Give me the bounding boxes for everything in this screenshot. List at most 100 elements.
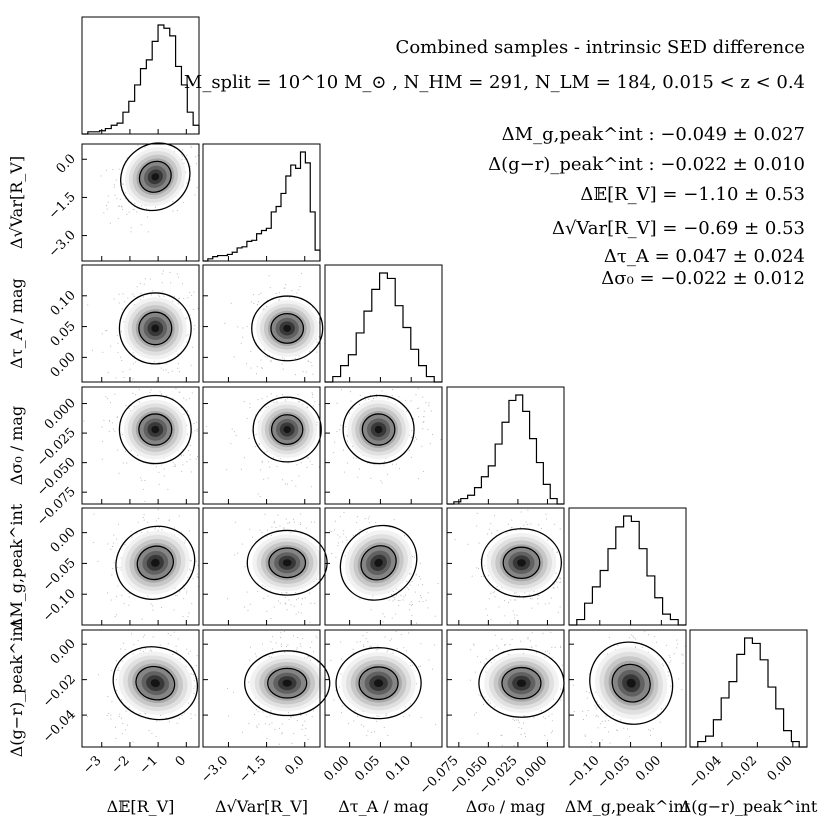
- scatter-point: [181, 159, 183, 161]
- scatter-point: [428, 405, 430, 407]
- scatter-point: [400, 633, 402, 635]
- scatter-point: [423, 416, 425, 418]
- scatter-point: [396, 648, 398, 650]
- scatter-point: [109, 222, 111, 224]
- scatter-point: [142, 296, 144, 298]
- scatter-point: [600, 723, 602, 725]
- scatter-point: [410, 662, 412, 664]
- scatter-point: [311, 392, 313, 394]
- scatter-point: [337, 542, 339, 544]
- scatter-point: [266, 716, 268, 718]
- scatter-point: [409, 604, 411, 606]
- scatter-point: [423, 410, 425, 412]
- scatter-point: [551, 720, 553, 722]
- scatter-point: [116, 689, 118, 691]
- x-tick-label: 0.10: [383, 753, 414, 784]
- scatter-panel: [202, 507, 328, 626]
- scatter-point: [134, 355, 136, 357]
- scatter-point: [392, 600, 394, 602]
- scatter-point: [296, 720, 298, 722]
- scatter-point: [540, 527, 542, 529]
- scatter-point: [154, 206, 156, 208]
- contour-outer: [118, 394, 192, 465]
- scatter-point: [660, 708, 662, 710]
- scatter-point: [516, 719, 518, 721]
- scatter-point: [604, 727, 606, 729]
- scatter-point: [132, 352, 134, 354]
- scatter-point: [160, 367, 162, 369]
- scatter-point: [396, 594, 398, 596]
- scatter-point: [128, 211, 130, 213]
- scatter-point: [494, 634, 496, 636]
- scatter-point: [262, 309, 264, 311]
- scatter-point: [334, 441, 336, 443]
- scatter-point: [281, 394, 283, 396]
- x-tick-label: 0.00: [765, 753, 796, 784]
- scatter-point: [588, 673, 590, 675]
- scatter-point: [559, 606, 561, 608]
- scatter-point: [507, 654, 509, 656]
- scatter-point: [604, 720, 606, 722]
- scatter-point: [523, 597, 525, 599]
- scatter-point: [162, 369, 164, 371]
- scatter-point: [368, 516, 370, 518]
- scatter-point: [412, 664, 414, 666]
- scatter-point: [336, 402, 338, 404]
- scatter-point: [302, 371, 304, 373]
- y-tick-label: 0.05: [48, 319, 79, 350]
- scatter-point: [403, 716, 405, 718]
- scatter-point: [367, 398, 369, 400]
- panel-frame: [81, 16, 200, 135]
- scatter-point: [107, 696, 109, 698]
- scatter-point: [334, 520, 336, 522]
- scatter-point: [295, 649, 297, 651]
- scatter-point: [262, 584, 264, 586]
- scatter-point: [544, 603, 546, 605]
- scatter-point: [132, 363, 134, 365]
- scatter-point: [186, 182, 188, 184]
- scatter-point: [283, 527, 285, 529]
- scatter-point: [252, 294, 254, 296]
- scatter-point: [515, 529, 517, 531]
- scatter-point: [414, 591, 416, 593]
- scatter-point: [228, 715, 230, 717]
- scatter-point: [259, 496, 261, 498]
- scatter-point: [266, 356, 268, 358]
- scatter-point: [349, 391, 351, 393]
- scatter-point: [670, 660, 672, 662]
- scatter-point: [237, 552, 239, 554]
- scatter-point: [97, 674, 99, 676]
- scatter-point: [275, 293, 277, 295]
- scatter-point: [263, 308, 265, 310]
- density-level: [151, 425, 160, 434]
- scatter-point: [308, 457, 310, 459]
- scatter-point: [291, 289, 293, 291]
- scatter-point: [682, 662, 684, 664]
- scatter-point: [498, 588, 500, 590]
- scatter-point: [415, 394, 417, 396]
- histogram-panel: [81, 16, 200, 135]
- scatter-point: [353, 457, 355, 459]
- contour-outer: [342, 394, 415, 465]
- scatter-point: [287, 644, 289, 646]
- scatter-point: [106, 715, 108, 717]
- scatter-point: [343, 533, 345, 535]
- scatter-point: [311, 396, 313, 398]
- scatter-point: [339, 536, 341, 538]
- scatter-point: [343, 512, 345, 514]
- scatter-point: [188, 612, 190, 614]
- scatter-point: [411, 604, 413, 606]
- scatter-point: [163, 475, 165, 477]
- scatter-point: [106, 592, 108, 594]
- scatter-point: [292, 715, 294, 717]
- scatter-point: [289, 522, 291, 524]
- scatter-point: [107, 201, 109, 203]
- scatter-point: [152, 609, 154, 611]
- scatter-point: [176, 273, 178, 275]
- contour-outer: [251, 295, 324, 362]
- x-tick-label: 0.05: [352, 753, 383, 784]
- scatter-point: [296, 464, 298, 466]
- contour-outer: [243, 650, 331, 717]
- scatter-point: [116, 669, 118, 671]
- scatter-point: [573, 711, 575, 713]
